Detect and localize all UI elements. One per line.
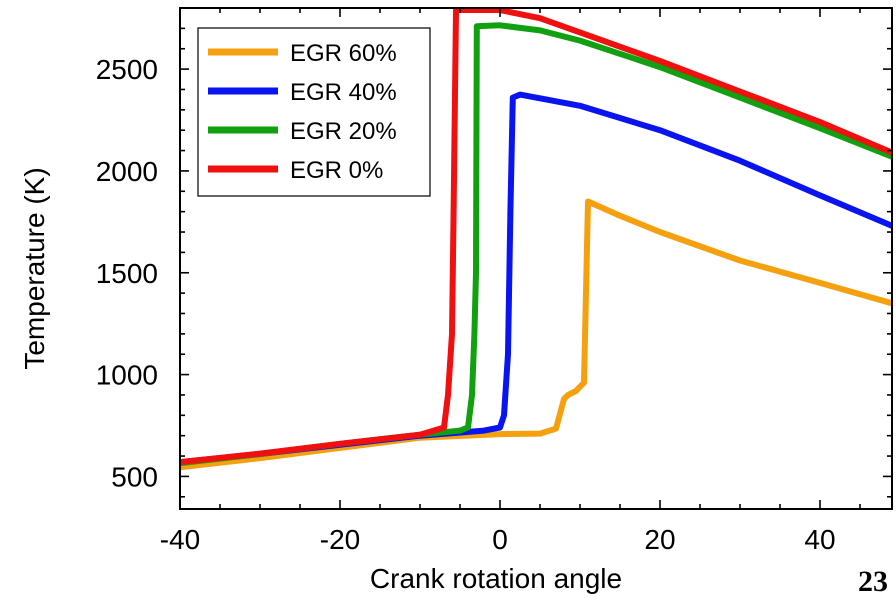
series-line-egr-60 — [180, 198, 892, 471]
x-tick-label: -20 — [320, 524, 360, 555]
y-tick-label: 1500 — [96, 258, 158, 289]
page-number: 23 — [858, 565, 888, 598]
plot-frame — [179, 7, 893, 510]
y-tick-label: 2500 — [96, 54, 158, 85]
series-layer — [180, 8, 892, 471]
y-axis-label: Temperature (K) — [19, 167, 50, 369]
legend-label-egr-20: EGR 20% — [290, 118, 397, 145]
y-tick-label: 500 — [111, 461, 158, 492]
x-tick-label: -40 — [160, 524, 200, 555]
x-tick-label: 20 — [644, 524, 675, 555]
x-tick-label: 40 — [804, 524, 835, 555]
series-line-egr-0 — [180, 8, 892, 466]
legend-box — [197, 27, 431, 197]
y-tick-label: 2000 — [96, 156, 158, 187]
legend-label-egr-40: EGR 40% — [290, 79, 397, 106]
tick-labels-layer: -40 -20 0 20 40 500 1000 1500 2000 2500 — [96, 54, 836, 555]
legend: EGR 60% EGR 40% EGR 20% EGR 0% — [197, 27, 431, 197]
legend-items: EGR 60% EGR 40% EGR 20% EGR 0% — [208, 40, 397, 184]
x-axis-label: Crank rotation angle — [370, 563, 622, 594]
y-tick-label: 1000 — [96, 360, 158, 391]
legend-label-egr-0: EGR 0% — [290, 157, 383, 184]
ticks-layer — [179, 7, 892, 509]
x-tick-label: 0 — [492, 524, 508, 555]
legend-label-egr-60: EGR 60% — [290, 40, 397, 67]
